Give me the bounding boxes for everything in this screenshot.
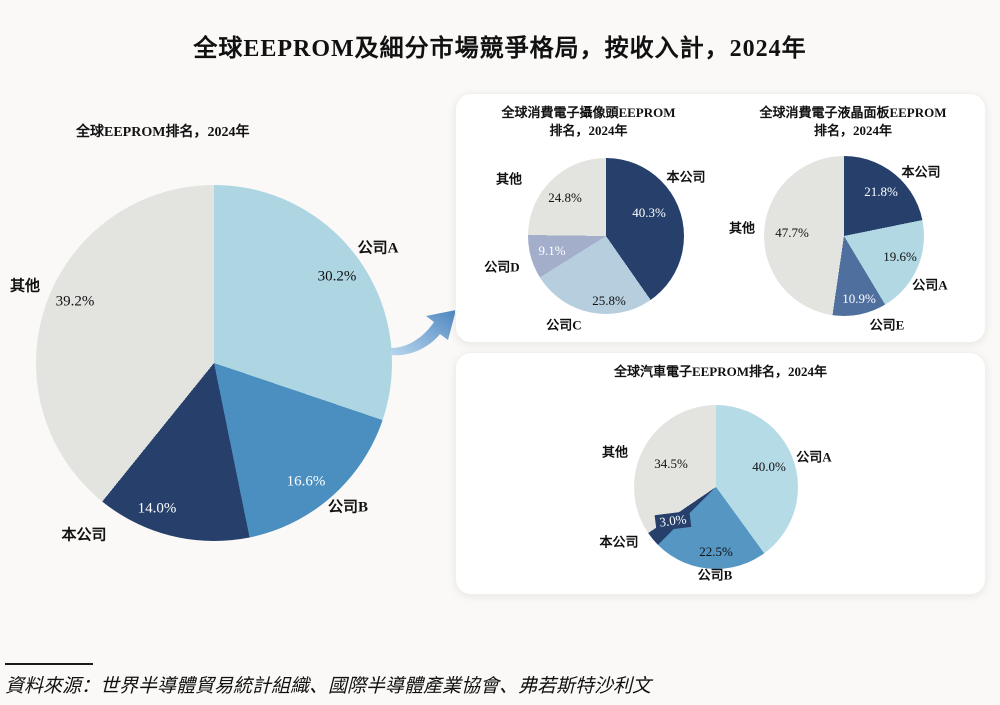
automotive-card: 全球汽車電子EEPROM排名，2024年 公司A 40.0% 公司B 22.5% 本公司… (455, 352, 986, 595)
camera-slice-label-company-d: 公司D (484, 259, 520, 275)
lcd-pie-title: 全球消費電子液晶面板EEPROM 排名，2024年 (721, 104, 985, 140)
camera-slice-label-our-company: 本公司 (666, 169, 706, 185)
lcd-pie-title-line2: 排名，2024年 (813, 123, 892, 139)
global-slice-percent-company-b: 16.6% (286, 473, 326, 490)
camera-slice-label-others: 其他 (495, 171, 523, 187)
global-eeprom-pie-section: 全球EEPROM排名，2024年 公司A 30.2% 公司B 16.6% 本公司 14.0… (0, 115, 452, 585)
camera-slice-percent-company-d: 9.1% (538, 243, 566, 258)
source-text: 資料來源：世界半導體貿易統計組織、國際半導體產業協會、弗若斯特沙利文 (5, 676, 652, 697)
lcd-slice-label-company-a: 公司A (912, 277, 948, 293)
global-pie-title: 全球EEPROM排名，2024年 (76, 125, 250, 140)
lcd-pie-title-line1: 全球消費電子液晶面板EEPROM (759, 105, 947, 120)
auto-slice-label-company-b: 公司B (697, 567, 733, 583)
auto-slice-label-company-a: 公司A (796, 449, 832, 465)
global-slice-label-company-b: 公司B (327, 499, 369, 516)
consumer-electronics-card: 全球消費電子攝像頭EEPROM 排名，2024年 本公司 40.3% 公司C 25.8… (455, 93, 986, 343)
page-title: 全球EEPROM及細分市場競爭格局，按收入計，2024年 (193, 36, 807, 63)
lcd-slice-percent-company-a: 19.6% (883, 249, 917, 264)
global-slice-label-company-a: 公司A (357, 240, 399, 257)
camera-slice-percent-our-company: 40.3% (632, 205, 666, 220)
auto-slice-label-others: 其他 (601, 444, 629, 460)
automotive-eeprom-pie-section: 全球汽車電子EEPROM排名，2024年 公司A 40.0% 公司B 22.5% 本公司… (456, 353, 985, 594)
lcd-slice-label-our-company: 本公司 (901, 164, 941, 180)
camera-eeprom-pie-section: 全球消費電子攝像頭EEPROM 排名，2024年 本公司 40.3% 公司C 25.8… (456, 94, 721, 342)
global-slice-label-our-company: 本公司 (61, 527, 107, 544)
auto-slice-label-our-company: 本公司 (599, 534, 639, 550)
automotive-eeprom-pie-chart (634, 405, 798, 569)
lcd-slice-percent-company-e: 10.9% (842, 291, 876, 306)
camera-pie-title: 全球消費電子攝像頭EEPROM 排名，2024年 (456, 104, 721, 140)
lcd-eeprom-pie-section: 全球消費電子液晶面板EEPROM 排名，2024年 本公司 21.8% 公司A 19.… (721, 94, 985, 342)
camera-pie-title-line2: 排名，2024年 (549, 123, 628, 139)
lcd-slice-percent-our-company: 21.8% (864, 184, 898, 199)
global-slice-percent-our-company: 14.0% (137, 500, 177, 517)
auto-slice-percent-others: 34.5% (654, 456, 688, 471)
curved-arrow-icon (390, 310, 456, 356)
automotive-pie-title: 全球汽車電子EEPROM排名，2024年 (613, 364, 828, 379)
auto-slice-percent-company-a: 40.0% (752, 459, 786, 474)
global-slice-percent-others: 39.2% (55, 293, 95, 310)
source-divider (5, 663, 93, 665)
global-slice-percent-company-a: 30.2% (317, 268, 357, 285)
lcd-slice-percent-others: 47.7% (775, 225, 809, 240)
global-eeprom-pie-chart (36, 185, 392, 541)
camera-eeprom-pie-chart (528, 158, 684, 314)
camera-slice-percent-others: 24.8% (548, 190, 582, 205)
global-slice-label-others: 其他 (9, 278, 41, 295)
lcd-slice-label-others: 其他 (728, 220, 756, 236)
auto-slice-percent-company-b: 22.5% (699, 544, 733, 559)
lcd-slice-label-company-e: 公司E (869, 317, 905, 333)
camera-slice-label-company-c: 公司C (546, 317, 582, 333)
camera-slice-percent-company-c: 25.8% (592, 293, 626, 308)
lcd-eeprom-pie-chart (764, 156, 924, 316)
camera-pie-title-line1: 全球消費電子攝像頭EEPROM (501, 105, 676, 120)
